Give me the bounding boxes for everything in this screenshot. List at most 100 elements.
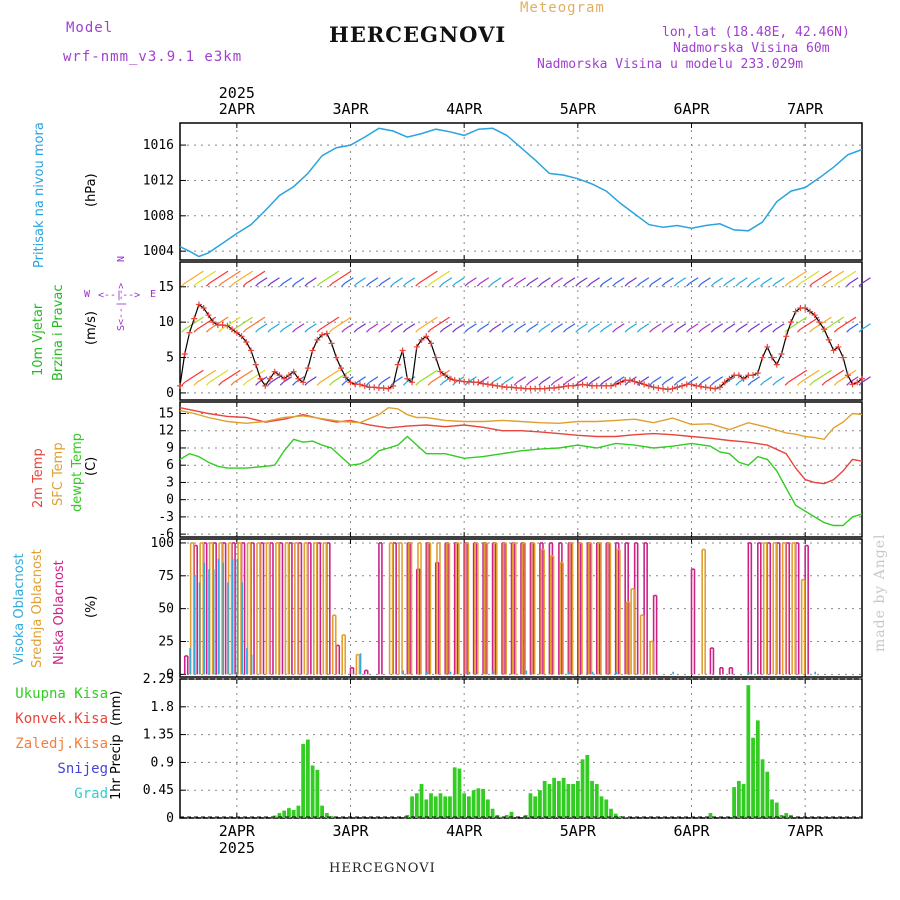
wind-barb-tick: [390, 328, 395, 333]
wind-barb-tick: [489, 328, 494, 333]
precip-bar: [784, 813, 789, 818]
wind-barb-tick: [747, 328, 752, 333]
wind-barb: [726, 277, 736, 284]
wind-speed-marker: [191, 315, 198, 322]
wind-speed-marker: [219, 321, 226, 328]
top-date-label: 2APR: [219, 100, 256, 118]
wind-barb-tick: [686, 282, 691, 287]
station-title: HERCEGNOVI: [329, 22, 507, 47]
wind-barb-tick: [587, 282, 592, 287]
wind-barb: [196, 369, 217, 383]
wind-barb: [590, 277, 600, 284]
precip-bar: [736, 780, 741, 818]
wind-barb-tick: [563, 328, 567, 333]
precip-bar: [547, 784, 552, 818]
temp-ylabel: 2m Temp: [31, 448, 46, 508]
wind-barb: [541, 277, 551, 284]
wind-barb-tick: [624, 381, 629, 386]
wind-speed-marker: [233, 329, 240, 336]
wind-speed-marker: [830, 347, 837, 354]
wind-barb-tick: [439, 381, 444, 386]
wind-speed-marker: [304, 365, 311, 372]
wind-barb-tick: [649, 282, 654, 287]
wind-barb-tick: [636, 328, 641, 333]
precip-bar: [604, 799, 609, 818]
wind-barb-tick: [193, 381, 198, 386]
precip-bar: [755, 720, 760, 818]
wind-speed-marker: [243, 338, 250, 345]
wind-barb-tick: [452, 328, 457, 333]
wind-speed-marker: [674, 384, 681, 391]
wind-barb-tick: [673, 328, 678, 333]
wind-barb-tick: [575, 282, 580, 287]
wind-barb-tick: [809, 328, 814, 333]
wind-barb-tick: [292, 328, 296, 333]
wind-barb-tick: [267, 282, 272, 287]
wind-speed-marker: [811, 312, 818, 319]
wind-speed-marker: [309, 347, 316, 354]
wind-barb-tick: [464, 381, 469, 386]
precip-bar: [533, 796, 538, 818]
wind-speed-marker: [390, 382, 397, 389]
wind-speed-marker: [806, 308, 813, 315]
precip-frame: [179, 678, 863, 819]
wind-barb-tick: [501, 328, 506, 333]
wind-barb-tick: [538, 328, 543, 333]
wind-barb-tick: [526, 381, 530, 386]
wind-barb-tick: [353, 328, 358, 333]
wind-speed-marker: [551, 384, 558, 391]
wind-barb-tick: [698, 328, 703, 333]
wind-barb-tick: [760, 381, 764, 386]
wind-barb-tick: [439, 282, 444, 287]
wind-barb: [775, 376, 785, 383]
legend-hail: Grad: [74, 786, 108, 802]
precip-bar: [746, 685, 751, 818]
wind-barb-tick: [218, 328, 223, 333]
meteogram-label: Meteogram: [520, 0, 605, 16]
temperature-ytick-label: -3: [158, 510, 174, 525]
wind-barb: [282, 277, 293, 284]
temperature-ytick-label: 3: [166, 475, 174, 490]
top-year-label: 2025: [219, 84, 255, 102]
wind-barbs: [181, 270, 871, 386]
wind-speed-marker: [697, 383, 704, 390]
wind-barb-tick: [833, 328, 838, 333]
wind-barb: [775, 277, 785, 284]
wind-barb-tick: [279, 328, 284, 333]
wind-speed-marker: [712, 385, 719, 392]
top-date-label: 7APR: [787, 100, 824, 118]
wind-barb-tick: [378, 282, 383, 287]
wind-barb-tick: [242, 282, 247, 287]
wind-speed-marker: [631, 378, 638, 385]
wind-speed-marker: [428, 340, 435, 347]
wind-speed-marker: [356, 381, 363, 388]
wind-speed-marker: [773, 361, 780, 368]
wind-barb: [233, 369, 254, 383]
wind-barb: [529, 376, 539, 383]
wind-speed-marker: [778, 351, 785, 357]
wind-barb-tick: [402, 381, 407, 386]
wind-speed-marker: [579, 381, 586, 388]
wind-barb: [713, 323, 724, 330]
wind-barb-tick: [218, 282, 223, 287]
wind-barb-tick: [193, 328, 198, 333]
wind-barb-tick: [526, 328, 530, 333]
wind-speed-marker: [451, 377, 458, 384]
wind-barb-tick: [439, 328, 444, 333]
wind-barb: [430, 316, 451, 330]
wind-barb-tick: [784, 381, 789, 386]
wind-barb-tick: [575, 328, 580, 333]
legend-total-rain: Ukupna Kisa: [15, 686, 108, 702]
precip-bar: [324, 813, 329, 818]
wind-speed-marker: [446, 375, 453, 382]
wind-barb-tick: [735, 328, 740, 333]
wind-barb-tick: [205, 328, 210, 333]
wind-barb: [245, 270, 266, 284]
wind-barb: [849, 323, 859, 330]
wind-barb: [233, 316, 254, 330]
wind-barb: [664, 323, 674, 330]
wind-speed-marker: [465, 378, 472, 385]
precip-bar: [580, 759, 585, 818]
wind-speed-marker: [266, 375, 273, 382]
wind-barb: [676, 323, 687, 330]
